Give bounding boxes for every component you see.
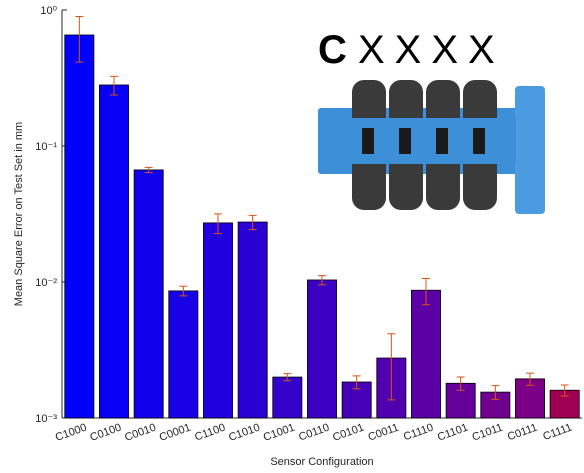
x-axis-label: Sensor Configuration: [270, 456, 373, 468]
bar: [203, 222, 233, 419]
window: [362, 128, 374, 154]
x-tick-label: C0111: [506, 422, 539, 444]
y-tick-label: 10⁻²: [35, 277, 57, 289]
bar: [411, 289, 441, 419]
error-bar: [491, 385, 500, 400]
x-tick-label: C1110: [402, 422, 435, 444]
error-bar: [526, 372, 534, 386]
y-axis-label: Mean Square Error on Test Set in mm: [13, 122, 25, 306]
bar: [168, 290, 199, 419]
x-tick-label: C0001: [158, 422, 193, 444]
x-tick-label: C1101: [436, 422, 470, 444]
error-bar: [352, 375, 361, 390]
error-bar: [387, 333, 396, 401]
x-tick-label: C0010: [123, 422, 158, 444]
error-bar: [456, 376, 465, 391]
window: [399, 128, 411, 154]
x-tick-label: C1001: [262, 422, 297, 444]
error-bar: [179, 285, 188, 297]
x-tick-label: C1010: [227, 422, 262, 444]
bar: [272, 376, 303, 419]
error-bar: [248, 214, 257, 231]
error-bar: [422, 278, 430, 306]
x-tick-label: C0101: [331, 422, 366, 444]
error-bar: [318, 275, 326, 286]
inset-label-prefix: C: [318, 28, 347, 72]
x-tick-label: C1011: [471, 422, 505, 444]
error-bar: [75, 16, 84, 63]
error-bar: [283, 373, 292, 382]
sensor-clip: [515, 86, 545, 214]
y-tick-label: 10⁰: [40, 5, 57, 17]
y-tick-label: 10⁻¹: [35, 141, 57, 153]
window: [473, 128, 485, 154]
bar: [237, 221, 268, 419]
x-tick-label: C0011: [367, 422, 401, 444]
window: [436, 128, 448, 154]
inset-sensor: [318, 80, 545, 214]
x-tick-label: C1000: [54, 422, 89, 444]
inset-label-code: XXXX: [358, 28, 505, 72]
x-tick-label: C1111: [541, 422, 573, 444]
bar: [64, 34, 95, 419]
x-tick-label: C0110: [297, 422, 331, 444]
error-bar: [144, 166, 153, 174]
x-tick-label: C0100: [88, 422, 123, 444]
error-bar: [560, 384, 569, 397]
sensor-band: [330, 118, 516, 164]
bar: [99, 84, 129, 419]
x-tick-label: C1100: [193, 422, 227, 444]
y-tick-label: 10⁻³: [35, 413, 57, 425]
error-bar: [214, 213, 222, 235]
bar: [307, 279, 337, 419]
error-bar: [110, 75, 118, 96]
bar: [133, 169, 164, 419]
